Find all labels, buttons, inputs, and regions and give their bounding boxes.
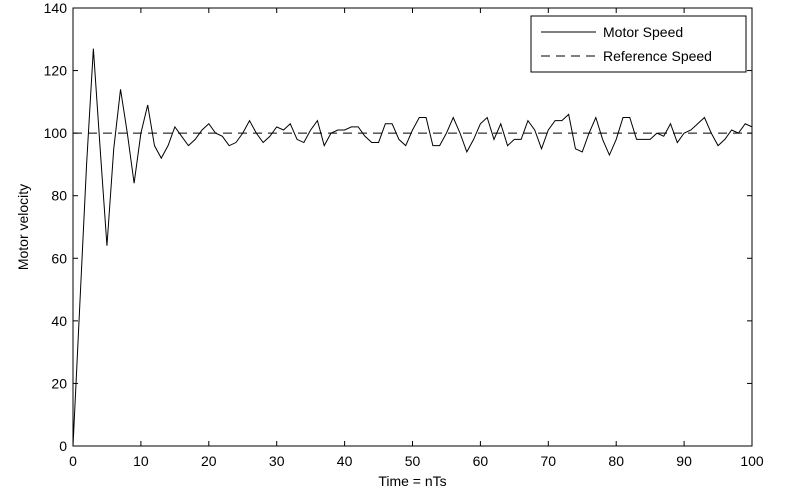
y-tick-label: 60 <box>51 250 67 266</box>
legend-box <box>530 15 747 73</box>
x-tick-label: 90 <box>676 453 692 469</box>
y-tick-label: 40 <box>51 313 67 329</box>
y-axis-label: Motor velocity <box>15 184 31 270</box>
x-tick-label: 30 <box>269 453 285 469</box>
legend-label-reference-speed: Reference Speed <box>603 48 712 64</box>
x-tick-label: 40 <box>337 453 353 469</box>
x-tick-label: 100 <box>740 453 764 469</box>
x-tick-label: 80 <box>608 453 624 469</box>
x-tick-label: 50 <box>405 453 421 469</box>
x-tick-label: 20 <box>201 453 217 469</box>
legend-label-motor-speed: Motor Speed <box>603 24 683 40</box>
series-line-motor-speed <box>72 48 753 447</box>
y-tick-label: 80 <box>51 188 67 204</box>
y-tick-label: 120 <box>44 63 68 79</box>
x-tick-label: 0 <box>69 453 77 469</box>
y-tick-label: 140 <box>44 0 68 16</box>
y-tick-label: 100 <box>44 125 68 141</box>
x-tick-label: 70 <box>541 453 557 469</box>
x-axis-label: Time = nTs <box>378 473 446 489</box>
y-axis: 0 20 40 60 80 100 120 140 <box>44 0 752 454</box>
x-tick-label: 60 <box>473 453 489 469</box>
series-layer <box>72 48 753 447</box>
y-tick-label: 0 <box>59 438 67 454</box>
x-tick-label: 10 <box>133 453 149 469</box>
y-tick-label: 20 <box>51 375 67 391</box>
legend: Motor Speed Reference Speed <box>530 15 747 73</box>
plot-area <box>72 7 753 447</box>
x-axis: 0 10 20 30 40 50 60 70 80 90 100 <box>69 8 764 469</box>
